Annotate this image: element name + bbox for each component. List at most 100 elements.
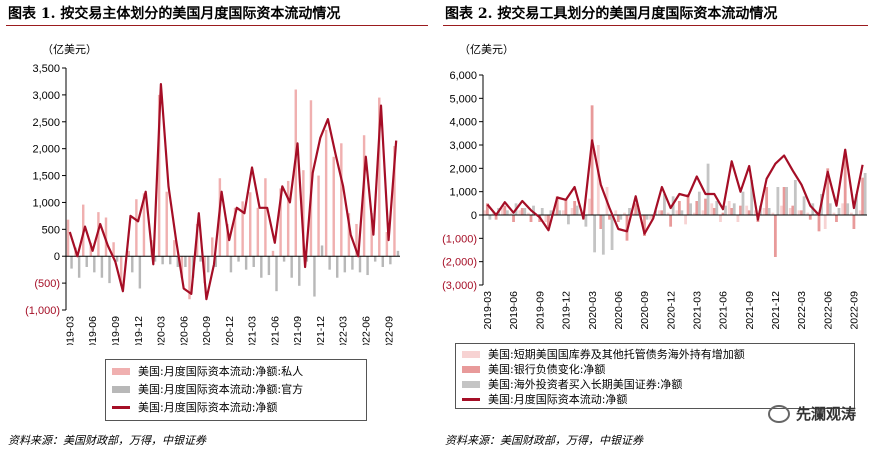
bar-1-0 [631,212,635,215]
bar-1-1 [643,215,646,236]
legend-label-bank: 美国:银行负债变化:净额 [488,363,606,376]
bar-1-1 [773,215,777,257]
bar-0-1 [169,256,172,265]
bar-1-1 [660,210,664,215]
bar-0-0 [157,94,161,257]
bar-0-0 [173,240,176,257]
bar-0-1 [252,256,255,267]
chart-1-svg: 3,500 3,000 2,500 2,000 1,500 1,000 500 0 (500) (… [25,63,400,345]
bar-1-2 [601,215,605,255]
legend-swatch-private [112,367,130,375]
bar-0-0 [226,223,229,257]
bar-0-0 [286,180,290,257]
bar-0-1 [161,256,164,265]
bar-0-0 [142,193,146,257]
x-tick-label: 2020-03 [587,291,599,330]
x-tick-label: 2022-09 [383,316,395,345]
bar-0-1 [282,256,286,262]
y-unit-label: （亿美元） [459,43,514,56]
bar-1-0 [509,212,513,215]
net-flow-line [68,82,398,301]
y-unit-label: （亿美元） [42,43,97,56]
bar-1-2 [741,191,745,215]
bar-0-0 [317,175,320,257]
x-tick-label: 2019-09 [534,291,546,330]
bar-1-0 [858,210,862,215]
bar-0-0 [127,250,130,257]
bar-1-1 [503,205,507,215]
chart-title: 图表 2. 按交易工具划分的美国月度国际资本流动情况 [445,6,778,22]
legend-label-private: 美国:月度国际资本流动:净额:私人 [138,365,304,378]
bar-0-0 [332,156,335,257]
legend-swatch-bank [462,365,480,373]
bar-1-1 [730,208,734,215]
bar-1-1 [590,105,594,215]
bar-1-2 [828,203,832,215]
x-tick-label: 2021-12 [770,291,782,330]
bar-1-0 [727,201,731,215]
bar-0-1 [70,256,73,269]
bar-1-0 [657,210,661,215]
bar-0-1 [244,256,248,270]
y-tick-label: 1,000 [449,187,477,199]
bar-1-2 [855,194,858,215]
bar-1-2 [750,180,754,215]
source-note: 资料来源：美国财政部，万得，中银证券 [445,434,643,447]
bar-1-0 [823,215,827,229]
bar-1-1 [800,210,803,215]
bar-1-1 [835,215,838,222]
bar-1-1 [564,198,568,215]
net-flow-line [486,139,864,235]
bar-1-0 [561,210,565,215]
bar-1-1 [721,212,725,215]
bar-1-0 [841,203,845,215]
legend-item-private: 美国:月度国际资本流动:净额:私人 [112,363,303,379]
bar-1-1 [669,215,673,227]
bar-1-0 [544,215,548,222]
y-tick-label: (1,000) [442,233,477,245]
x-tick-label: 2019-03 [64,316,76,345]
bar-1-0 [483,210,487,215]
bar-0-0 [249,192,252,257]
bar-0-1 [343,256,347,273]
bar-0-0 [89,242,93,257]
x-tick-label: 2019-03 [482,291,494,330]
x-tick-label: 2020-06 [613,291,625,330]
bar-0-0 [104,217,108,257]
bar-1-2 [540,208,544,215]
legend: 美国:月度国际资本流动:净额:私人 美国:月度国际资本流动:净额:官方 美国:月… [105,359,367,421]
legend-swatch-short-term [462,350,480,358]
y-tick-label: 2,000 [449,163,477,175]
bar-0-1 [305,256,309,262]
legend: 美国:短期美国国库券及其他托管债务海外持有增加额 美国:银行负债变化:净额 美国… [455,343,855,409]
chart-title: 图表 1. 按交易主体划分的美国月度国际资本流动情况 [8,6,341,22]
bar-0-1 [260,256,263,278]
y-tick-label: 0 [471,210,477,222]
bar-1-1 [599,215,603,229]
legend-item-net: 美国:月度国际资本流动:净额 [112,399,277,415]
x-tick-label: 2022-06 [361,316,373,345]
bar-0-0 [135,199,138,257]
bar-1-2 [505,210,509,215]
bar-0-1 [373,256,377,262]
x-tick-label: 2022-03 [796,291,808,330]
bar-1-2 [575,205,579,215]
bar-0-0 [256,207,260,257]
bar-1-1 [843,154,847,215]
bar-0-1 [358,256,362,273]
x-tick-label: 2021-06 [269,316,281,345]
bar-0-1 [267,256,271,276]
bar-1-0 [849,212,853,215]
bar-1-0 [614,210,618,215]
bar-1-0 [492,212,495,215]
bar-1-2 [680,210,684,215]
x-tick-label: 2021-12 [315,316,327,345]
bar-0-1 [229,256,233,273]
bar-1-1 [616,215,620,222]
bar-1-1 [861,177,865,215]
chat-bubble-icon [767,404,790,423]
bar-0-1 [199,256,202,262]
bar-0-1 [108,256,111,284]
y-tick-label: 3,500 [32,63,60,75]
x-tick-label: 2021-03 [691,291,703,330]
